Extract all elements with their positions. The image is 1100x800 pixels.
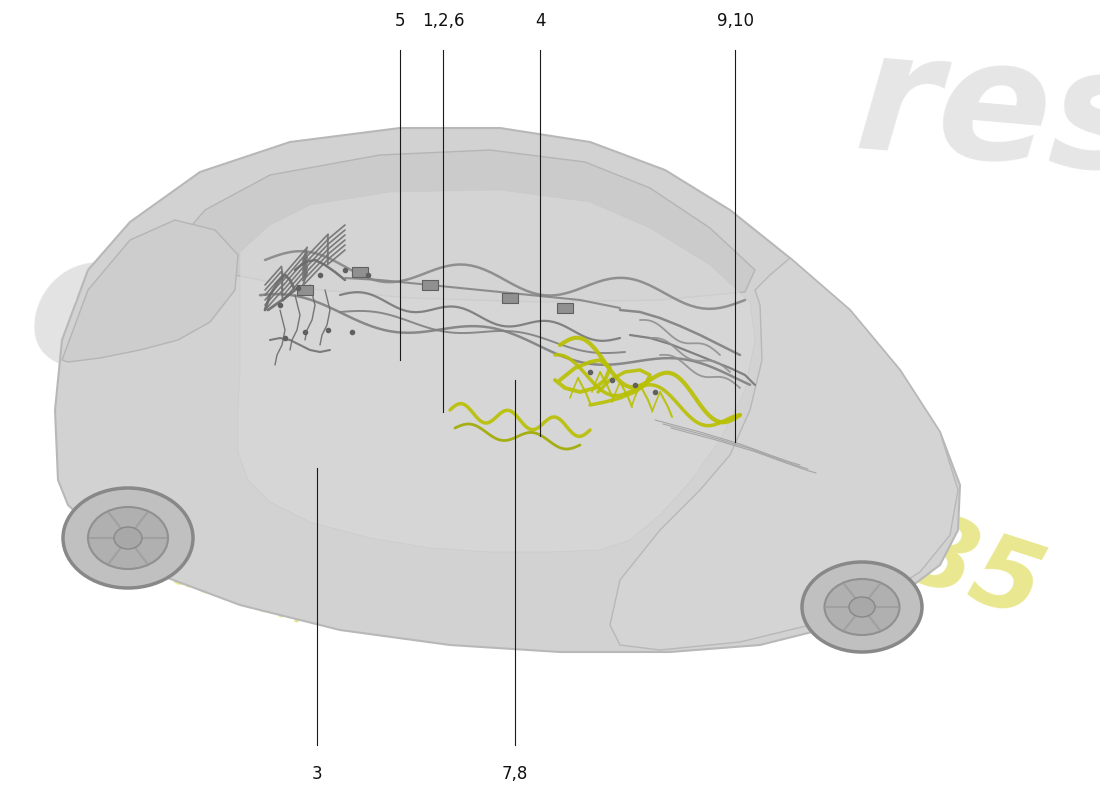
Text: 3: 3 [311,765,322,783]
Polygon shape [175,150,755,302]
Text: res: res [850,20,1100,208]
Bar [422,280,438,290]
Text: a passion: a passion [100,527,314,633]
Polygon shape [55,128,960,652]
Bar [297,285,313,295]
Text: 5: 5 [395,12,405,30]
Ellipse shape [849,597,875,617]
Ellipse shape [114,527,142,549]
Text: 7,8: 7,8 [502,765,528,783]
Bar [502,293,518,303]
Text: eur: eur [20,220,387,431]
Text: 4: 4 [535,12,546,30]
Text: 1985: 1985 [760,462,1055,640]
Bar [557,303,573,313]
Ellipse shape [88,507,168,569]
Polygon shape [238,190,755,552]
Ellipse shape [825,579,900,635]
Ellipse shape [802,562,922,652]
Text: o: o [214,300,360,491]
Text: p: p [310,350,460,542]
Text: 9,10: 9,10 [716,12,754,30]
Text: 1,2,6: 1,2,6 [421,12,464,30]
Polygon shape [62,220,238,362]
Ellipse shape [63,488,192,588]
Bar [352,267,368,277]
Polygon shape [610,258,958,650]
